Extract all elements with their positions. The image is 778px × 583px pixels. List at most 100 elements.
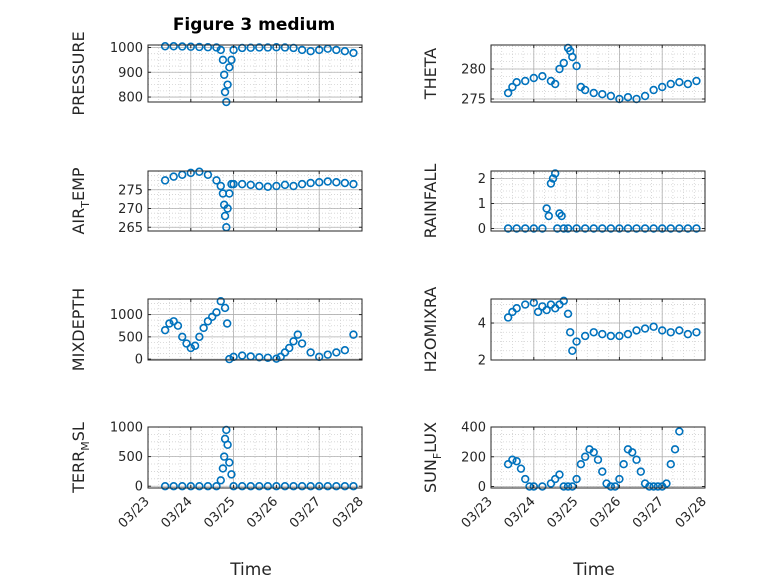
data-point bbox=[255, 482, 264, 491]
data-point bbox=[563, 224, 573, 233]
data-point bbox=[280, 482, 290, 491]
data-point bbox=[589, 328, 598, 337]
y-axis-label: THETA bbox=[421, 48, 440, 100]
data-point bbox=[178, 42, 187, 51]
data-point bbox=[285, 343, 294, 353]
data-point bbox=[572, 61, 581, 71]
data-point bbox=[525, 482, 534, 491]
data-point bbox=[640, 224, 650, 233]
data-point bbox=[323, 177, 332, 186]
data-point bbox=[349, 482, 358, 491]
data-point bbox=[186, 168, 196, 178]
data-point bbox=[512, 77, 521, 87]
data-point bbox=[182, 339, 191, 348]
data-point bbox=[178, 482, 187, 491]
data-point bbox=[212, 176, 221, 185]
data-point bbox=[340, 482, 350, 491]
data-point bbox=[503, 88, 513, 98]
data-point bbox=[237, 351, 247, 360]
data-point bbox=[297, 482, 307, 491]
y-axis-label: TERRMSL bbox=[69, 422, 92, 494]
data-point bbox=[246, 482, 255, 491]
data-point bbox=[190, 341, 200, 350]
axes-box bbox=[147, 426, 363, 489]
data-point bbox=[610, 482, 620, 491]
data-point bbox=[208, 312, 217, 322]
data-point bbox=[332, 178, 341, 187]
data-point bbox=[580, 224, 590, 233]
data-point bbox=[315, 482, 324, 491]
data-point bbox=[223, 440, 232, 449]
y-axis-label: SUNFLUX bbox=[421, 422, 444, 493]
data-point bbox=[529, 482, 538, 491]
data-point bbox=[568, 482, 577, 491]
data-point bbox=[332, 482, 341, 491]
data-point bbox=[160, 325, 170, 335]
data-point bbox=[683, 224, 693, 233]
y-tick-label: 280 bbox=[461, 63, 486, 78]
data-point bbox=[255, 353, 264, 362]
data-point bbox=[178, 332, 187, 342]
data-point bbox=[340, 46, 350, 56]
data-point bbox=[280, 43, 290, 52]
y-axis-label: PRESSURE bbox=[69, 31, 88, 115]
data-point bbox=[220, 211, 230, 221]
data-point bbox=[580, 85, 590, 95]
data-point bbox=[229, 482, 238, 491]
data-point bbox=[255, 181, 264, 191]
data-point bbox=[555, 470, 564, 479]
data-point bbox=[559, 58, 568, 68]
data-point bbox=[568, 52, 577, 62]
data-point bbox=[203, 43, 213, 52]
x-axis-label-left: Time bbox=[229, 560, 272, 580]
data-point bbox=[512, 457, 521, 466]
data-point bbox=[195, 42, 204, 52]
data-point bbox=[216, 181, 225, 191]
data-point bbox=[227, 470, 236, 479]
axes-box bbox=[490, 170, 706, 232]
data-point bbox=[542, 204, 551, 213]
axes-box bbox=[147, 44, 363, 103]
data-point bbox=[559, 296, 568, 306]
data-point bbox=[306, 348, 315, 357]
data-point bbox=[649, 224, 658, 233]
data-point bbox=[675, 427, 684, 436]
data-point bbox=[538, 71, 547, 81]
y-axis-label: MIXDEPTH bbox=[69, 288, 88, 371]
data-point bbox=[675, 224, 684, 233]
data-point bbox=[293, 330, 302, 339]
data-point bbox=[692, 76, 701, 86]
data-point bbox=[246, 43, 255, 52]
y-axis-label: AIRTEMP bbox=[69, 167, 92, 234]
y-tick-label: 1 bbox=[478, 197, 486, 212]
data-point bbox=[237, 179, 247, 189]
data-point bbox=[546, 179, 556, 188]
data-point bbox=[572, 224, 581, 233]
subplot-6: 2 4 H2OMIXRA bbox=[421, 287, 706, 372]
data-point bbox=[280, 348, 290, 357]
data-point bbox=[220, 87, 230, 97]
y-tick-label: 0 bbox=[478, 222, 486, 237]
data-point bbox=[662, 479, 671, 488]
data-point bbox=[165, 319, 174, 328]
y-tick-label: 500 bbox=[118, 330, 143, 345]
data-point bbox=[576, 459, 586, 469]
y-tick-label: 1000 bbox=[110, 41, 143, 56]
data-point bbox=[606, 482, 616, 491]
data-point bbox=[649, 85, 658, 95]
data-point bbox=[615, 224, 624, 233]
x-axis-label-right: Time bbox=[572, 560, 615, 580]
data-point bbox=[550, 474, 560, 484]
data-point bbox=[619, 459, 628, 469]
data-point bbox=[195, 482, 204, 491]
data-point bbox=[289, 337, 298, 346]
data-point bbox=[263, 482, 273, 491]
y-tick-label: 0 bbox=[135, 480, 143, 495]
data-point bbox=[666, 79, 675, 89]
data-point bbox=[533, 307, 543, 317]
data-point bbox=[332, 45, 341, 55]
data-point bbox=[195, 332, 204, 342]
data-point bbox=[272, 482, 281, 491]
axes-box bbox=[147, 170, 363, 232]
